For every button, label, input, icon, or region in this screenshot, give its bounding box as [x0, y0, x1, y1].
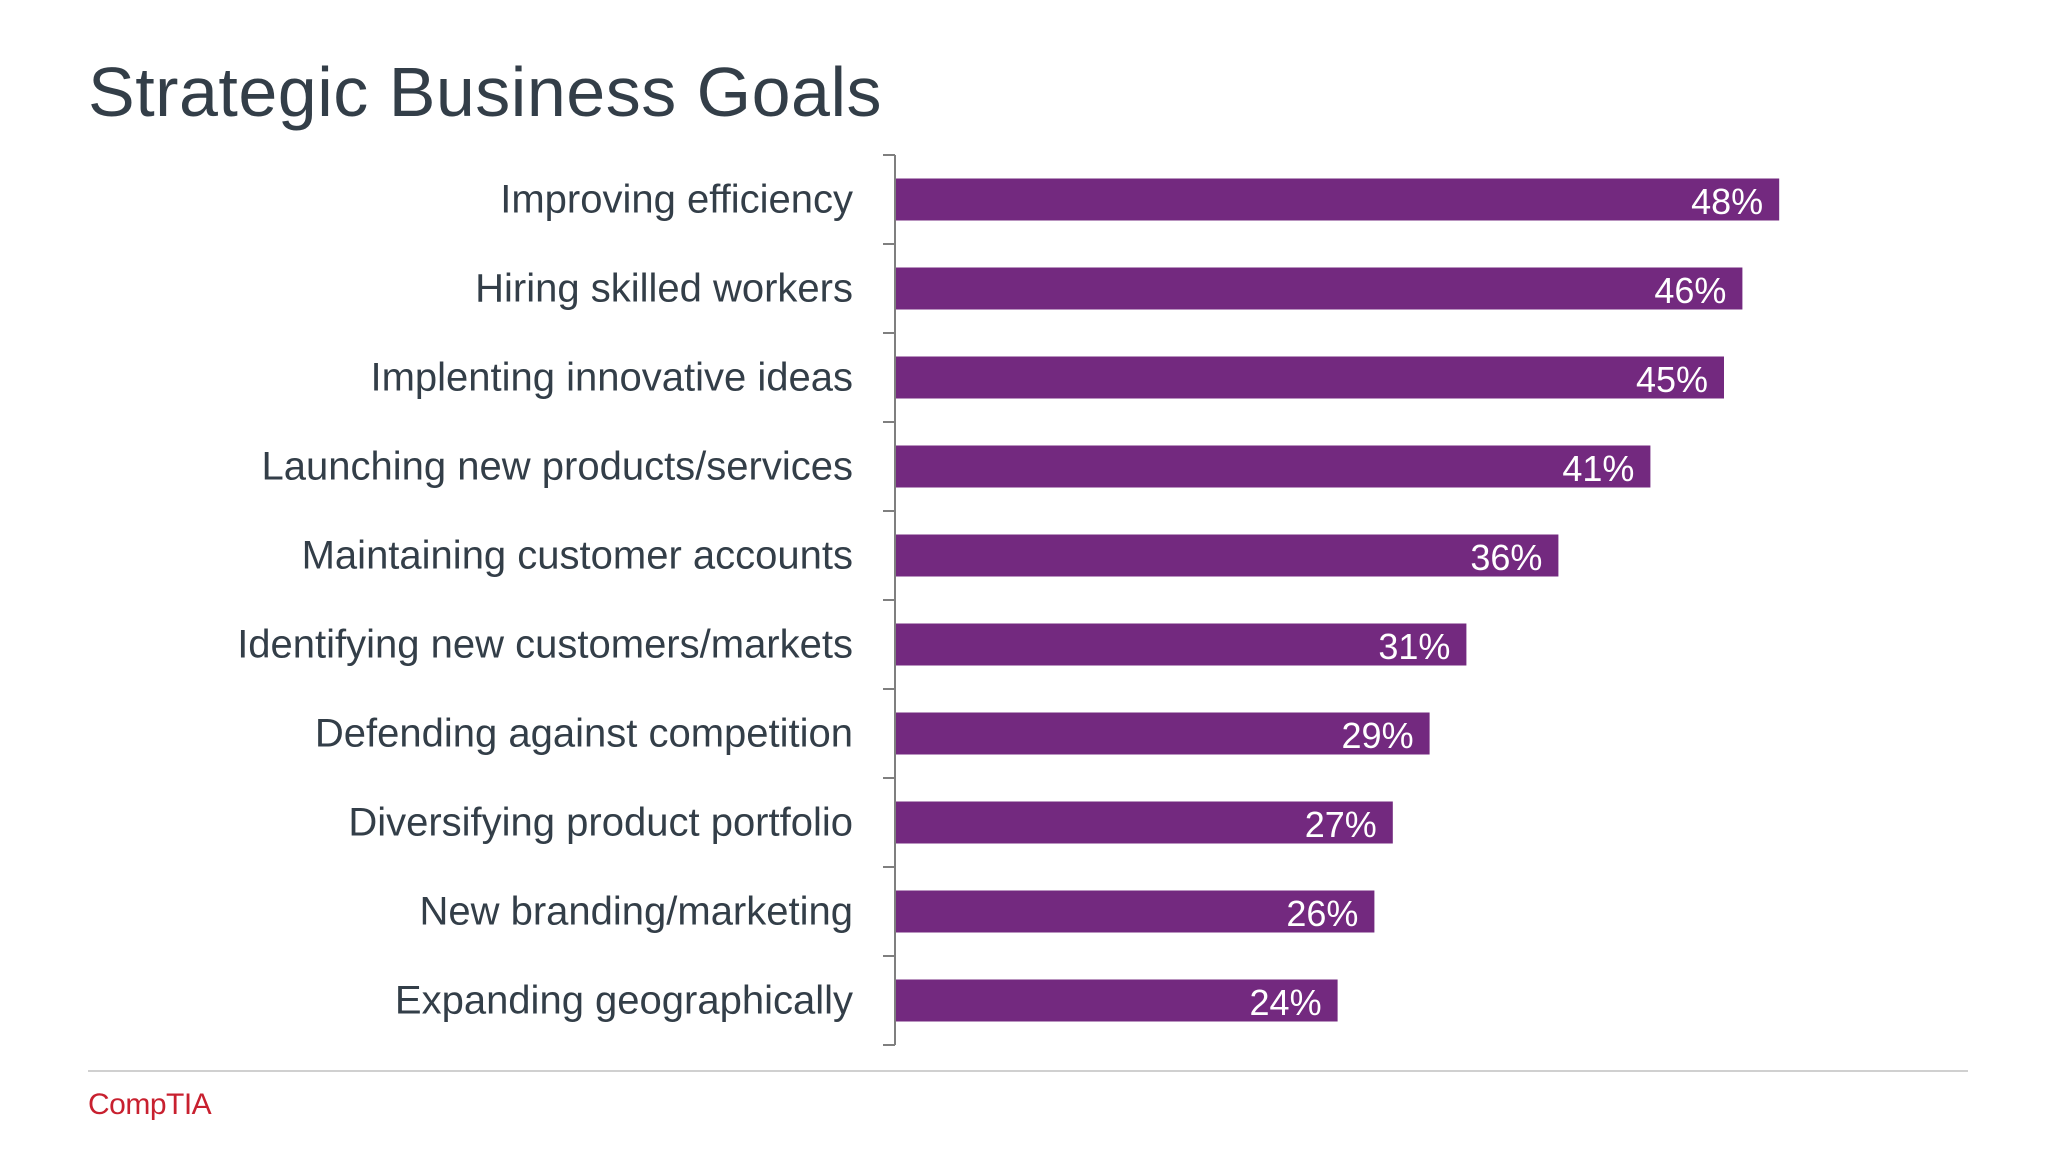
data-label: 41%: [1562, 448, 1634, 489]
data-label: 29%: [1342, 715, 1414, 756]
category-label: Defending against competition: [315, 712, 853, 756]
bar: [896, 623, 1467, 666]
data-label: 48%: [1691, 181, 1763, 222]
data-label: 46%: [1654, 270, 1726, 311]
bar: [896, 890, 1375, 933]
comptia-logo: CompTIA: [88, 1088, 212, 1121]
bar: [896, 712, 1430, 755]
category-label: Maintaining customer accounts: [302, 534, 853, 578]
bar: [896, 534, 1559, 577]
bar: [896, 979, 1338, 1022]
bar: [896, 801, 1393, 844]
footer-divider: [88, 1070, 1968, 1072]
data-label: 27%: [1305, 804, 1377, 845]
category-label: New branding/marketing: [419, 890, 853, 934]
page-title: Strategic Business Goals: [88, 53, 883, 131]
category-label: Hiring skilled workers: [475, 267, 853, 311]
category-label: Launching new products/services: [262, 445, 853, 489]
category-label: Implenting innovative ideas: [370, 356, 853, 400]
category-label: Expanding geographically: [395, 979, 853, 1023]
data-label: 24%: [1250, 982, 1322, 1023]
category-label: Identifying new customers/markets: [237, 623, 853, 667]
category-label: Diversifying product portfolio: [348, 801, 853, 845]
bar: [896, 445, 1651, 488]
bar: [896, 178, 1780, 221]
data-label: 31%: [1378, 626, 1450, 667]
data-label: 36%: [1470, 537, 1542, 578]
bar: [896, 356, 1724, 399]
bar: [896, 267, 1743, 310]
data-label: 26%: [1286, 893, 1358, 934]
category-label: Improving efficiency: [500, 178, 853, 222]
data-label: 45%: [1636, 359, 1708, 400]
